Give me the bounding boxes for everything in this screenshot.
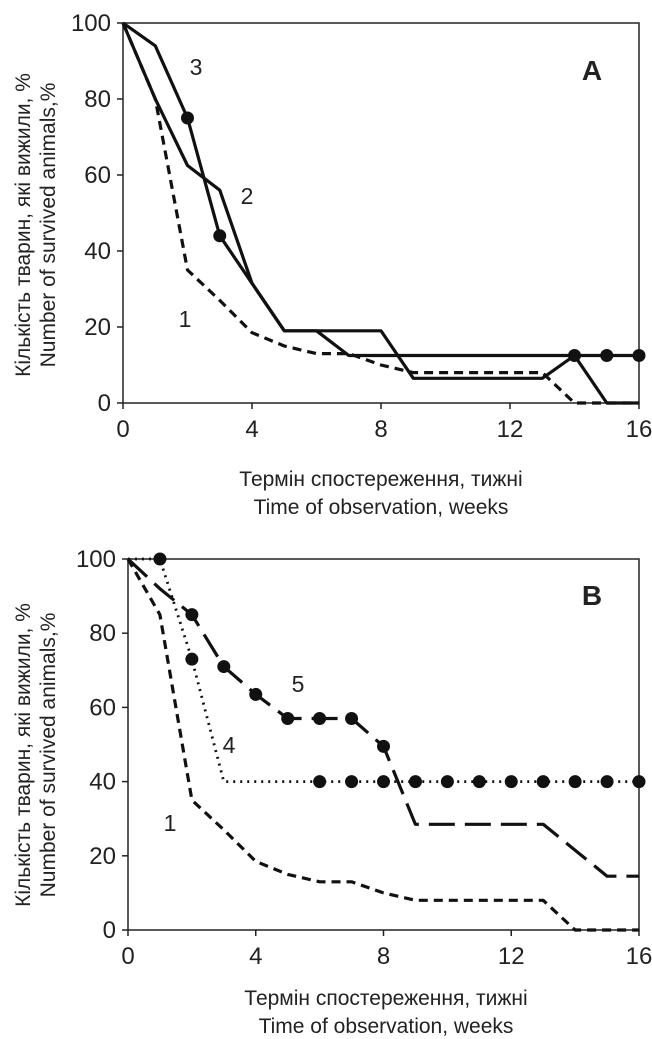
panel-b-x-tick-label: 4 [249,943,262,970]
panel-a-y-tick-label: 80 [84,86,111,113]
panel-b-series-5-marker [345,712,359,726]
panel-b-curve-label-4: 4 [223,732,236,758]
panel-b-series-4-marker [185,652,199,666]
panel-b-series-4-marker [408,775,422,789]
panel-b-y-tick-label: 20 [89,843,116,870]
panel-a-series-3-marker [600,349,614,362]
panel-b-y-tick-label: 80 [89,620,116,647]
panel-b-series-5-marker [249,687,263,701]
panel-b-y-tick-label: 40 [89,769,116,796]
panel-b-x-tick-label: 12 [498,943,525,970]
panel-b-y-tick-label: 0 [103,917,116,944]
panel-b-series-4-marker [568,775,582,789]
panel-b-series-1-line [126,558,639,932]
panel-b-x-axis-title-line-1: Термін спостереження, тижні [244,987,527,1010]
panel-b-series-4-marker [440,775,454,789]
panel-a-y-tick-label: 60 [84,162,111,189]
panel-a-curve-label-3: 3 [190,54,203,80]
panel-a-series-3-marker [213,229,227,243]
panel-b-y-tick-label: 60 [89,694,116,721]
panel-b-series-5-marker [377,739,390,753]
panel-b-x-tick-label: 8 [377,943,390,970]
panel-b-series-4-marker [600,775,614,789]
panel-a-curve-label-1: 1 [179,306,192,332]
panel-b-letter: B [582,580,602,611]
panel-a-letter: A [582,55,602,86]
panel-b-y-axis-title-line-2: Number of survived animals,% [37,613,60,898]
panel-b-series-4-marker [313,775,327,789]
panel-a-curve-label-2: 2 [241,183,254,209]
panel-a-y-tick-label: 20 [84,314,111,341]
panel-b-series-4-marker [536,775,550,789]
panel-b-series-5-marker [217,660,231,674]
panel-a-y-axis-title-line-1: Кількість тварин, які вижили, % [12,73,35,377]
panel-a-x-tick-label: 4 [245,416,258,443]
panel-a-series-group [121,21,646,405]
panel-a-x-tick-label: 8 [374,416,387,443]
panel-a-x-tick-label: 12 [497,416,524,443]
panel-a-plot-frame [122,22,640,404]
panel-a-series-2-line [121,22,639,405]
panel-b-series-5-marker [185,608,199,622]
panel-a-x-tick-label: 16 [626,416,652,443]
panel-b-y-axis-title-line-1: Кількість тварин, які вижили, % [12,603,35,907]
panel-b-series-4-marker [345,775,359,789]
panel-b-series-4-marker [472,775,486,789]
panel-a-series-1-line [121,22,639,405]
panel-b-curve-label-5: 5 [292,671,305,697]
panel-a-series-3-marker [568,349,581,362]
panel-a-x-tick-label: 0 [116,416,129,443]
panel-b-x-tick-label: 16 [626,943,652,970]
panel-a-y-axis-title-line-2: Number of survived animals,% [37,83,60,368]
panel-b-axis-ticks: 0 20 40 60 80 100 0 4 8 12 16 [76,546,652,970]
panel-b-x-axis-title-line-2: Time of observation, weeks [259,1015,514,1038]
panel-b-series-4-marker [504,775,518,789]
panel-b-series-4-marker [632,775,646,789]
panel-a-series-3-marker [181,111,194,125]
panel-a-y-tick-label: 100 [71,10,111,37]
panel-b-series-4-marker [377,775,390,789]
panel-b-series-5-marker [281,712,295,726]
panel-a-series-3-line [122,21,639,380]
panel-a-y-tick-label: 40 [84,238,111,265]
panel-b-series-4-marker [153,552,167,566]
panel-b-series-group [126,552,646,932]
panel-b-curve-label-1: 1 [164,810,177,836]
panel-a-y-tick-label: 0 [98,390,111,417]
panel-b-series-5-marker [313,712,327,726]
panel-a-x-axis-title-line-1: Термін спостереження, тижні [239,468,522,491]
panel-a-series-3-marker [632,349,646,362]
panel-a-x-axis-title-line-2: Time of observation, weeks [254,496,509,519]
panel-b-x-tick-label: 0 [121,943,134,970]
panel-a: 0 20 40 60 80 100 0 4 8 12 16 A 1 2 3 Термін спост… [12,10,652,519]
panel-b: 0 20 40 60 80 100 0 4 8 12 16 B 1 4 5 Термін спост… [12,546,652,1038]
panel-b-series-5-line [126,557,639,878]
panel-b-y-tick-label: 100 [76,546,116,573]
